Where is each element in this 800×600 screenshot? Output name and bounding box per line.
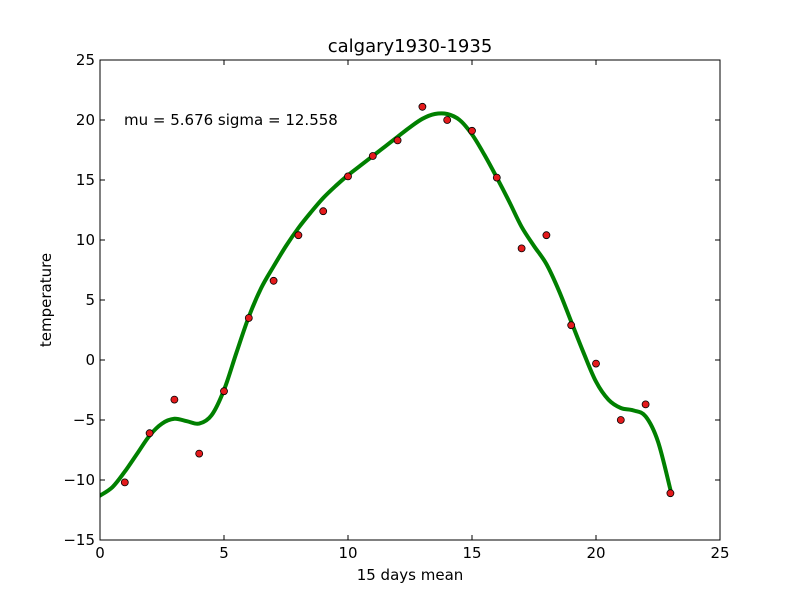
y-tick-label: 5 xyxy=(85,291,95,309)
data-point xyxy=(244,314,253,322)
fit-annotation: mu = 5.676 sigma = 12.558 xyxy=(124,111,338,129)
points-layer xyxy=(120,102,675,498)
x-tick-label: 15 xyxy=(462,544,481,562)
data-point xyxy=(269,276,278,285)
data-point xyxy=(344,172,352,181)
x-tick-label: 20 xyxy=(586,544,605,562)
data-point xyxy=(542,231,551,240)
plot-area xyxy=(100,60,720,540)
y-tick-label: 10 xyxy=(76,231,95,249)
data-point xyxy=(368,152,377,160)
data-point xyxy=(195,449,204,458)
y-tick-label: 15 xyxy=(76,171,95,189)
x-tick-label: 0 xyxy=(95,544,105,562)
y-tick-label: 25 xyxy=(76,51,95,69)
x-tick-label: 10 xyxy=(338,544,357,562)
y-tick-label: −10 xyxy=(63,471,95,489)
data-point xyxy=(443,116,452,124)
fit-curve-line xyxy=(100,111,673,498)
ticks-layer: 0 5 10 15 20 25 −15 −10 −5 0 5 10 15 20 25 xyxy=(63,51,729,562)
data-point xyxy=(120,478,129,487)
x-axis-label: 15 days mean xyxy=(357,566,464,584)
x-tick-label: 25 xyxy=(710,544,729,562)
data-point xyxy=(592,359,600,368)
data-point xyxy=(220,387,228,396)
data-point xyxy=(418,102,427,111)
curve-layer xyxy=(100,111,673,498)
data-point xyxy=(616,416,625,424)
y-axis-label: temperature xyxy=(37,253,55,347)
data-point xyxy=(567,321,576,330)
data-point xyxy=(393,136,402,145)
y-tick-label: 20 xyxy=(76,111,95,129)
x-tick-label: 5 xyxy=(219,544,229,562)
data-point xyxy=(319,207,328,216)
data-point xyxy=(294,231,303,240)
data-point xyxy=(666,489,675,498)
data-point xyxy=(517,244,526,253)
y-tick-label: 0 xyxy=(85,351,95,369)
data-point xyxy=(170,395,179,404)
data-point xyxy=(145,429,154,438)
y-tick-label: −5 xyxy=(73,411,95,429)
y-tick-label: −15 xyxy=(63,531,95,549)
chart-title: calgary1930-1935 xyxy=(328,36,493,57)
data-point xyxy=(492,173,501,182)
data-point xyxy=(641,400,650,409)
data-point xyxy=(468,126,476,135)
